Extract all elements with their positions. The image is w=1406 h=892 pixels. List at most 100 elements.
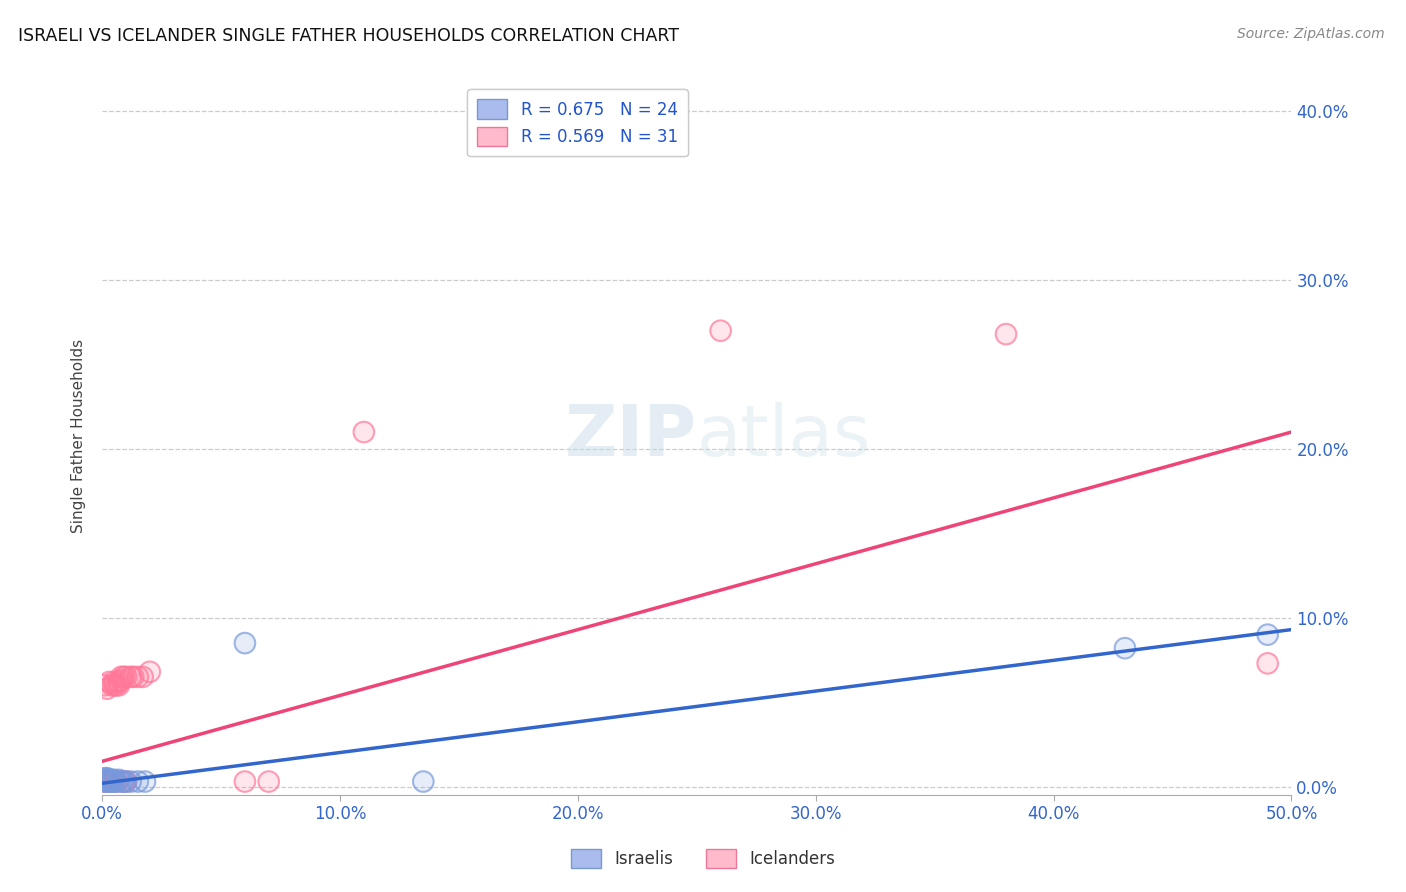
Point	[98, 674, 121, 689]
Point	[93, 774, 115, 789]
Point	[110, 774, 132, 789]
Point	[105, 774, 128, 789]
Point	[96, 774, 118, 789]
Point	[108, 772, 131, 787]
Point	[710, 324, 733, 338]
Point	[105, 678, 128, 692]
Point	[93, 772, 115, 787]
Point	[131, 670, 153, 684]
Point	[233, 774, 256, 789]
Point	[134, 774, 156, 789]
Point	[105, 678, 128, 692]
Point	[108, 678, 131, 692]
Y-axis label: Single Father Households: Single Father Households	[72, 339, 86, 533]
Point	[93, 774, 115, 789]
Point	[110, 774, 132, 789]
Point	[108, 674, 131, 689]
Point	[98, 774, 121, 789]
Point	[353, 425, 375, 439]
Point	[112, 774, 135, 789]
Point	[103, 678, 125, 692]
Point	[112, 774, 135, 789]
Text: ISRAELI VS ICELANDER SINGLE FATHER HOUSEHOLDS CORRELATION CHART: ISRAELI VS ICELANDER SINGLE FATHER HOUSE…	[18, 27, 679, 45]
Point	[1257, 657, 1279, 671]
Point	[100, 774, 122, 789]
Point	[100, 772, 122, 787]
Point	[112, 670, 135, 684]
Point	[93, 772, 115, 787]
Point	[96, 681, 118, 696]
Point	[108, 674, 131, 689]
Point	[1257, 627, 1279, 641]
Point	[96, 774, 118, 789]
Point	[103, 772, 125, 787]
Point	[353, 425, 375, 439]
Point	[139, 665, 162, 679]
Point	[115, 774, 138, 789]
Point	[103, 674, 125, 689]
Point	[257, 774, 280, 789]
Point	[96, 772, 118, 787]
Point	[112, 774, 135, 789]
Point	[108, 772, 131, 787]
Point	[103, 678, 125, 692]
Point	[115, 774, 138, 789]
Point	[100, 678, 122, 692]
Point	[98, 774, 121, 789]
Point	[100, 678, 122, 692]
Point	[115, 774, 138, 789]
Point	[233, 636, 256, 650]
Point	[103, 772, 125, 787]
Point	[127, 670, 149, 684]
Point	[412, 774, 434, 789]
Point	[120, 774, 142, 789]
Point	[127, 670, 149, 684]
Point	[127, 774, 149, 789]
Point	[122, 670, 145, 684]
Point	[96, 774, 118, 789]
Point	[233, 774, 256, 789]
Point	[108, 678, 131, 692]
Point	[233, 636, 256, 650]
Point	[710, 324, 733, 338]
Point	[110, 670, 132, 684]
Point	[98, 774, 121, 789]
Point	[122, 670, 145, 684]
Point	[995, 327, 1018, 342]
Point	[96, 774, 118, 789]
Point	[115, 670, 138, 684]
Point	[100, 774, 122, 789]
Point	[98, 772, 121, 787]
Point	[112, 670, 135, 684]
Point	[96, 772, 118, 787]
Point	[115, 670, 138, 684]
Point	[100, 774, 122, 789]
Legend: Israelis, Icelanders: Israelis, Icelanders	[564, 842, 842, 875]
Point	[93, 774, 115, 789]
Text: ZIP: ZIP	[565, 401, 697, 471]
Point	[105, 774, 128, 789]
Text: atlas: atlas	[697, 401, 872, 471]
Point	[412, 774, 434, 789]
Point	[1257, 657, 1279, 671]
Point	[96, 771, 118, 785]
Point	[1114, 641, 1136, 656]
Point	[1114, 641, 1136, 656]
Point	[120, 774, 142, 789]
Point	[103, 774, 125, 789]
Point	[98, 674, 121, 689]
Point	[115, 774, 138, 789]
Point	[127, 774, 149, 789]
Point	[103, 774, 125, 789]
Point	[131, 670, 153, 684]
Point	[103, 674, 125, 689]
Point	[93, 678, 115, 692]
Point	[93, 678, 115, 692]
Point	[93, 771, 115, 785]
Point	[96, 771, 118, 785]
Point	[93, 774, 115, 789]
Point	[134, 774, 156, 789]
Point	[112, 774, 135, 789]
Point	[257, 774, 280, 789]
Point	[100, 772, 122, 787]
